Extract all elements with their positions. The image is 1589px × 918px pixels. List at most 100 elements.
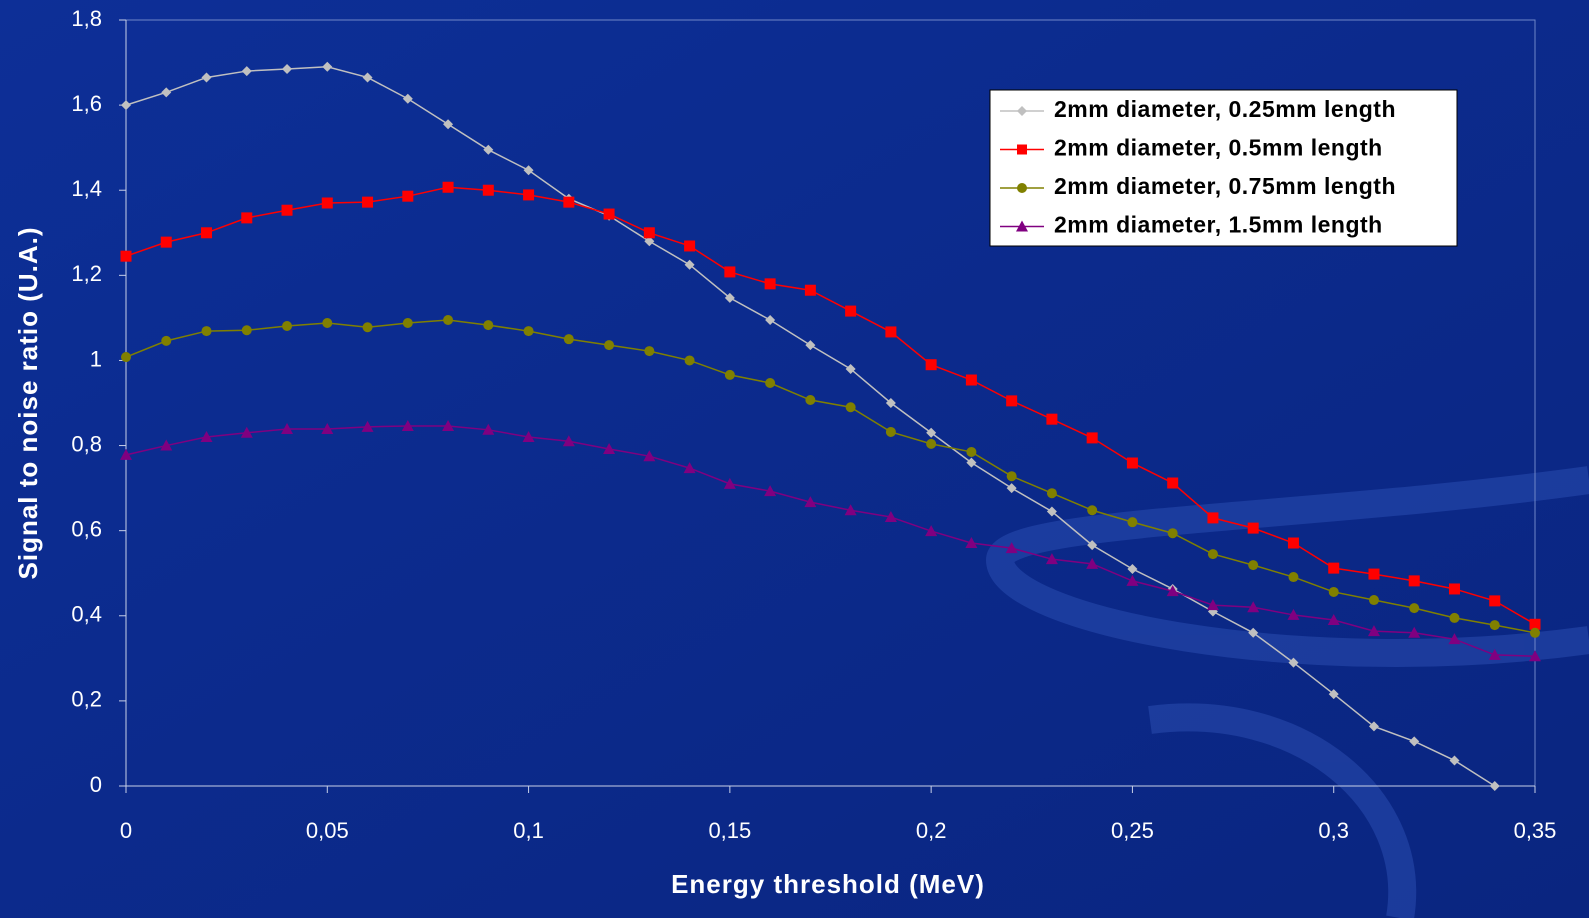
marker-circle — [1449, 612, 1460, 623]
marker-diamond — [724, 292, 735, 303]
marker-triangle — [683, 462, 696, 474]
marker-triangle — [200, 431, 213, 443]
y-tick-label: 0,4 — [71, 602, 102, 627]
marker-circle — [483, 320, 494, 331]
marker-square — [684, 240, 696, 252]
marker-diamond — [1127, 563, 1138, 574]
marker-circle — [1127, 517, 1138, 528]
marker-circle — [563, 334, 574, 345]
marker-triangle — [120, 448, 132, 460]
marker-circle — [1017, 183, 1027, 193]
marker-triangle — [1005, 542, 1018, 554]
marker-diamond — [1006, 483, 1017, 494]
y-tick-label: 1 — [90, 346, 102, 371]
legend-label: 2mm diameter, 0.25mm length — [1054, 96, 1396, 122]
marker-triangle — [1166, 585, 1179, 597]
marker-triangle — [442, 419, 455, 431]
marker-circle — [443, 315, 454, 326]
legend-label: 2mm diameter, 0.75mm length — [1054, 173, 1396, 199]
marker-triangle — [884, 511, 897, 523]
marker-diamond — [845, 363, 856, 374]
legend-label: 2mm diameter, 1.5mm length — [1054, 212, 1383, 238]
marker-diamond — [1409, 736, 1420, 747]
marker-triangle — [1408, 626, 1421, 638]
marker-square — [1006, 395, 1018, 407]
marker-square — [241, 212, 253, 224]
marker-diamond — [885, 398, 896, 408]
marker-square — [160, 236, 172, 248]
marker-triangle — [1126, 574, 1139, 586]
marker-circle — [121, 352, 131, 363]
series — [121, 315, 1540, 638]
marker-diamond — [1489, 781, 1500, 791]
legend-box — [989, 89, 1458, 247]
marker-triangle — [844, 504, 857, 516]
marker-diamond — [443, 119, 454, 130]
marker-circle — [402, 317, 413, 328]
background-swoosh — [985, 466, 1589, 918]
marker-diamond — [483, 144, 494, 155]
marker-square — [1086, 432, 1098, 444]
marker-triangle — [562, 435, 575, 447]
marker-triangle — [401, 419, 414, 431]
marker-diamond — [765, 315, 776, 326]
marker-circle — [724, 369, 735, 380]
marker-diamond — [241, 66, 252, 77]
marker-circle — [684, 355, 695, 366]
marker-square — [1167, 477, 1179, 489]
marker-square — [563, 196, 575, 208]
marker-circle — [1167, 528, 1178, 539]
marker-square — [523, 189, 535, 201]
marker-diamond — [402, 93, 413, 104]
marker-square — [1046, 413, 1058, 425]
marker-triangle — [1327, 614, 1340, 626]
marker-triangle — [321, 422, 334, 434]
marker-square — [1368, 568, 1380, 580]
marker-square — [362, 196, 374, 208]
y-tick-label: 1,8 — [71, 6, 102, 31]
marker-circle — [1368, 595, 1379, 606]
marker-diamond — [121, 100, 131, 111]
marker-circle — [201, 326, 212, 337]
y-axis-title: Signal to noise ratio (U.A.) — [13, 226, 43, 579]
marker-diamond — [523, 165, 534, 176]
x-tick-label: 0,05 — [306, 818, 349, 843]
marker-circle — [241, 325, 252, 336]
y-tick-label: 1,4 — [71, 176, 102, 201]
marker-circle — [523, 326, 534, 337]
legend-label: 2mm diameter, 0.5mm length — [1054, 135, 1383, 161]
marker-triangle — [643, 450, 656, 462]
series — [120, 419, 1541, 662]
marker-circle — [845, 402, 856, 413]
marker-diamond — [1046, 506, 1057, 517]
marker-square — [1448, 583, 1460, 595]
y-tick-label: 1,2 — [71, 261, 102, 286]
marker-triangle — [723, 477, 736, 489]
series-line — [125, 425, 1536, 657]
marker-square — [201, 227, 213, 239]
marker-circle — [1288, 572, 1299, 583]
marker-diamond — [805, 340, 816, 351]
marker-triangle — [1529, 650, 1541, 662]
marker-square — [1247, 522, 1259, 534]
marker-square — [643, 227, 655, 239]
marker-circle — [1006, 471, 1017, 482]
marker-triangle — [522, 431, 535, 443]
marker-diamond — [362, 72, 373, 83]
marker-diamond — [1288, 657, 1299, 668]
marker-square — [603, 208, 615, 220]
y-tick-label: 1,6 — [71, 91, 102, 116]
marker-triangle — [281, 422, 294, 434]
legend: 2mm diameter, 0.25mm length 2mm diameter,… — [989, 89, 1458, 247]
marker-triangle — [160, 439, 173, 451]
marker-diamond — [322, 61, 333, 72]
marker-square — [1287, 537, 1299, 549]
marker-circle — [362, 322, 373, 333]
marker-square — [402, 190, 414, 202]
y-tick-label: 0,2 — [71, 687, 102, 712]
marker-circle — [161, 335, 172, 346]
marker-square — [482, 184, 494, 196]
y-tick-label: 0,8 — [71, 431, 102, 456]
marker-square — [1489, 595, 1501, 607]
